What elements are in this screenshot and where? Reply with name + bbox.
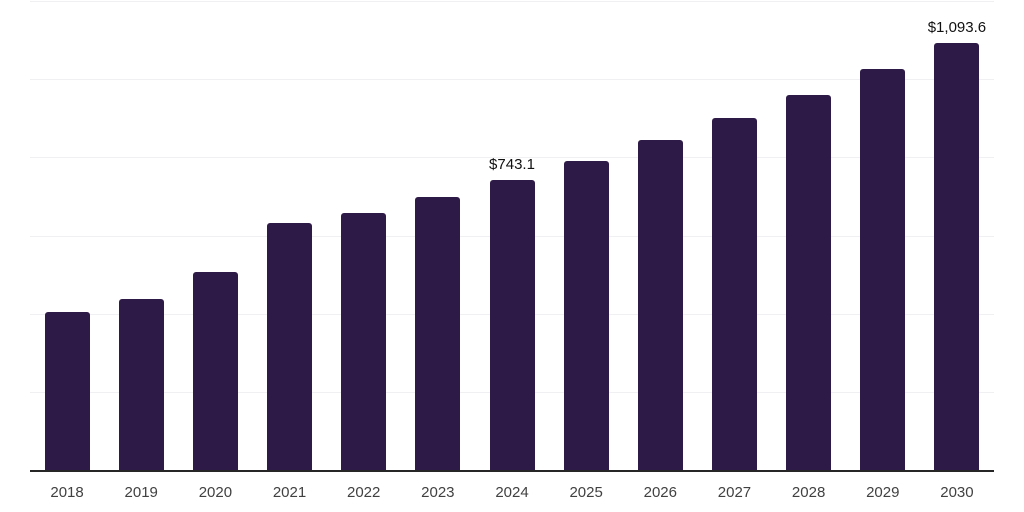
x-tick-label-2019: 2019 [124,484,158,501]
x-tick-label-2030: 2030 [940,484,974,501]
bar-2030 [934,42,980,470]
bar-2022 [341,212,387,470]
x-tick-label-2023: 2023 [421,484,455,501]
x-tick-label-2022: 2022 [347,484,381,501]
bar-2024 [489,179,535,470]
bar-2029 [860,68,906,470]
bar-2019 [118,298,164,470]
x-tick-label-2021: 2021 [272,484,307,501]
x-tick-label-2024: 2024 [495,484,529,501]
value-label-2030: $1,093.6 [927,18,987,36]
x-axis-line [30,470,994,472]
bar-2021 [267,223,313,470]
x-tick-label-2029: 2029 [866,484,900,501]
bar-2026 [637,140,683,470]
x-tick-label-2028: 2028 [791,484,826,501]
bar-2027 [711,117,757,470]
x-tick-label-2027: 2027 [717,484,752,501]
bar-2023 [415,196,461,470]
x-tick-label-2025: 2025 [569,484,603,501]
value-label-2024: $743.1 [489,155,535,173]
x-tick-label-2026: 2026 [643,484,677,501]
bar-2020 [192,272,238,470]
gridline-1200 [30,1,994,2]
gridline-800 [30,157,994,159]
bar-2025 [563,160,609,470]
x-tick-label-2018: 2018 [50,484,84,501]
bar-2028 [786,94,832,470]
gridline-1000 [30,79,994,81]
bar-2018 [44,312,90,470]
x-tick-label-2020: 2020 [198,484,233,501]
